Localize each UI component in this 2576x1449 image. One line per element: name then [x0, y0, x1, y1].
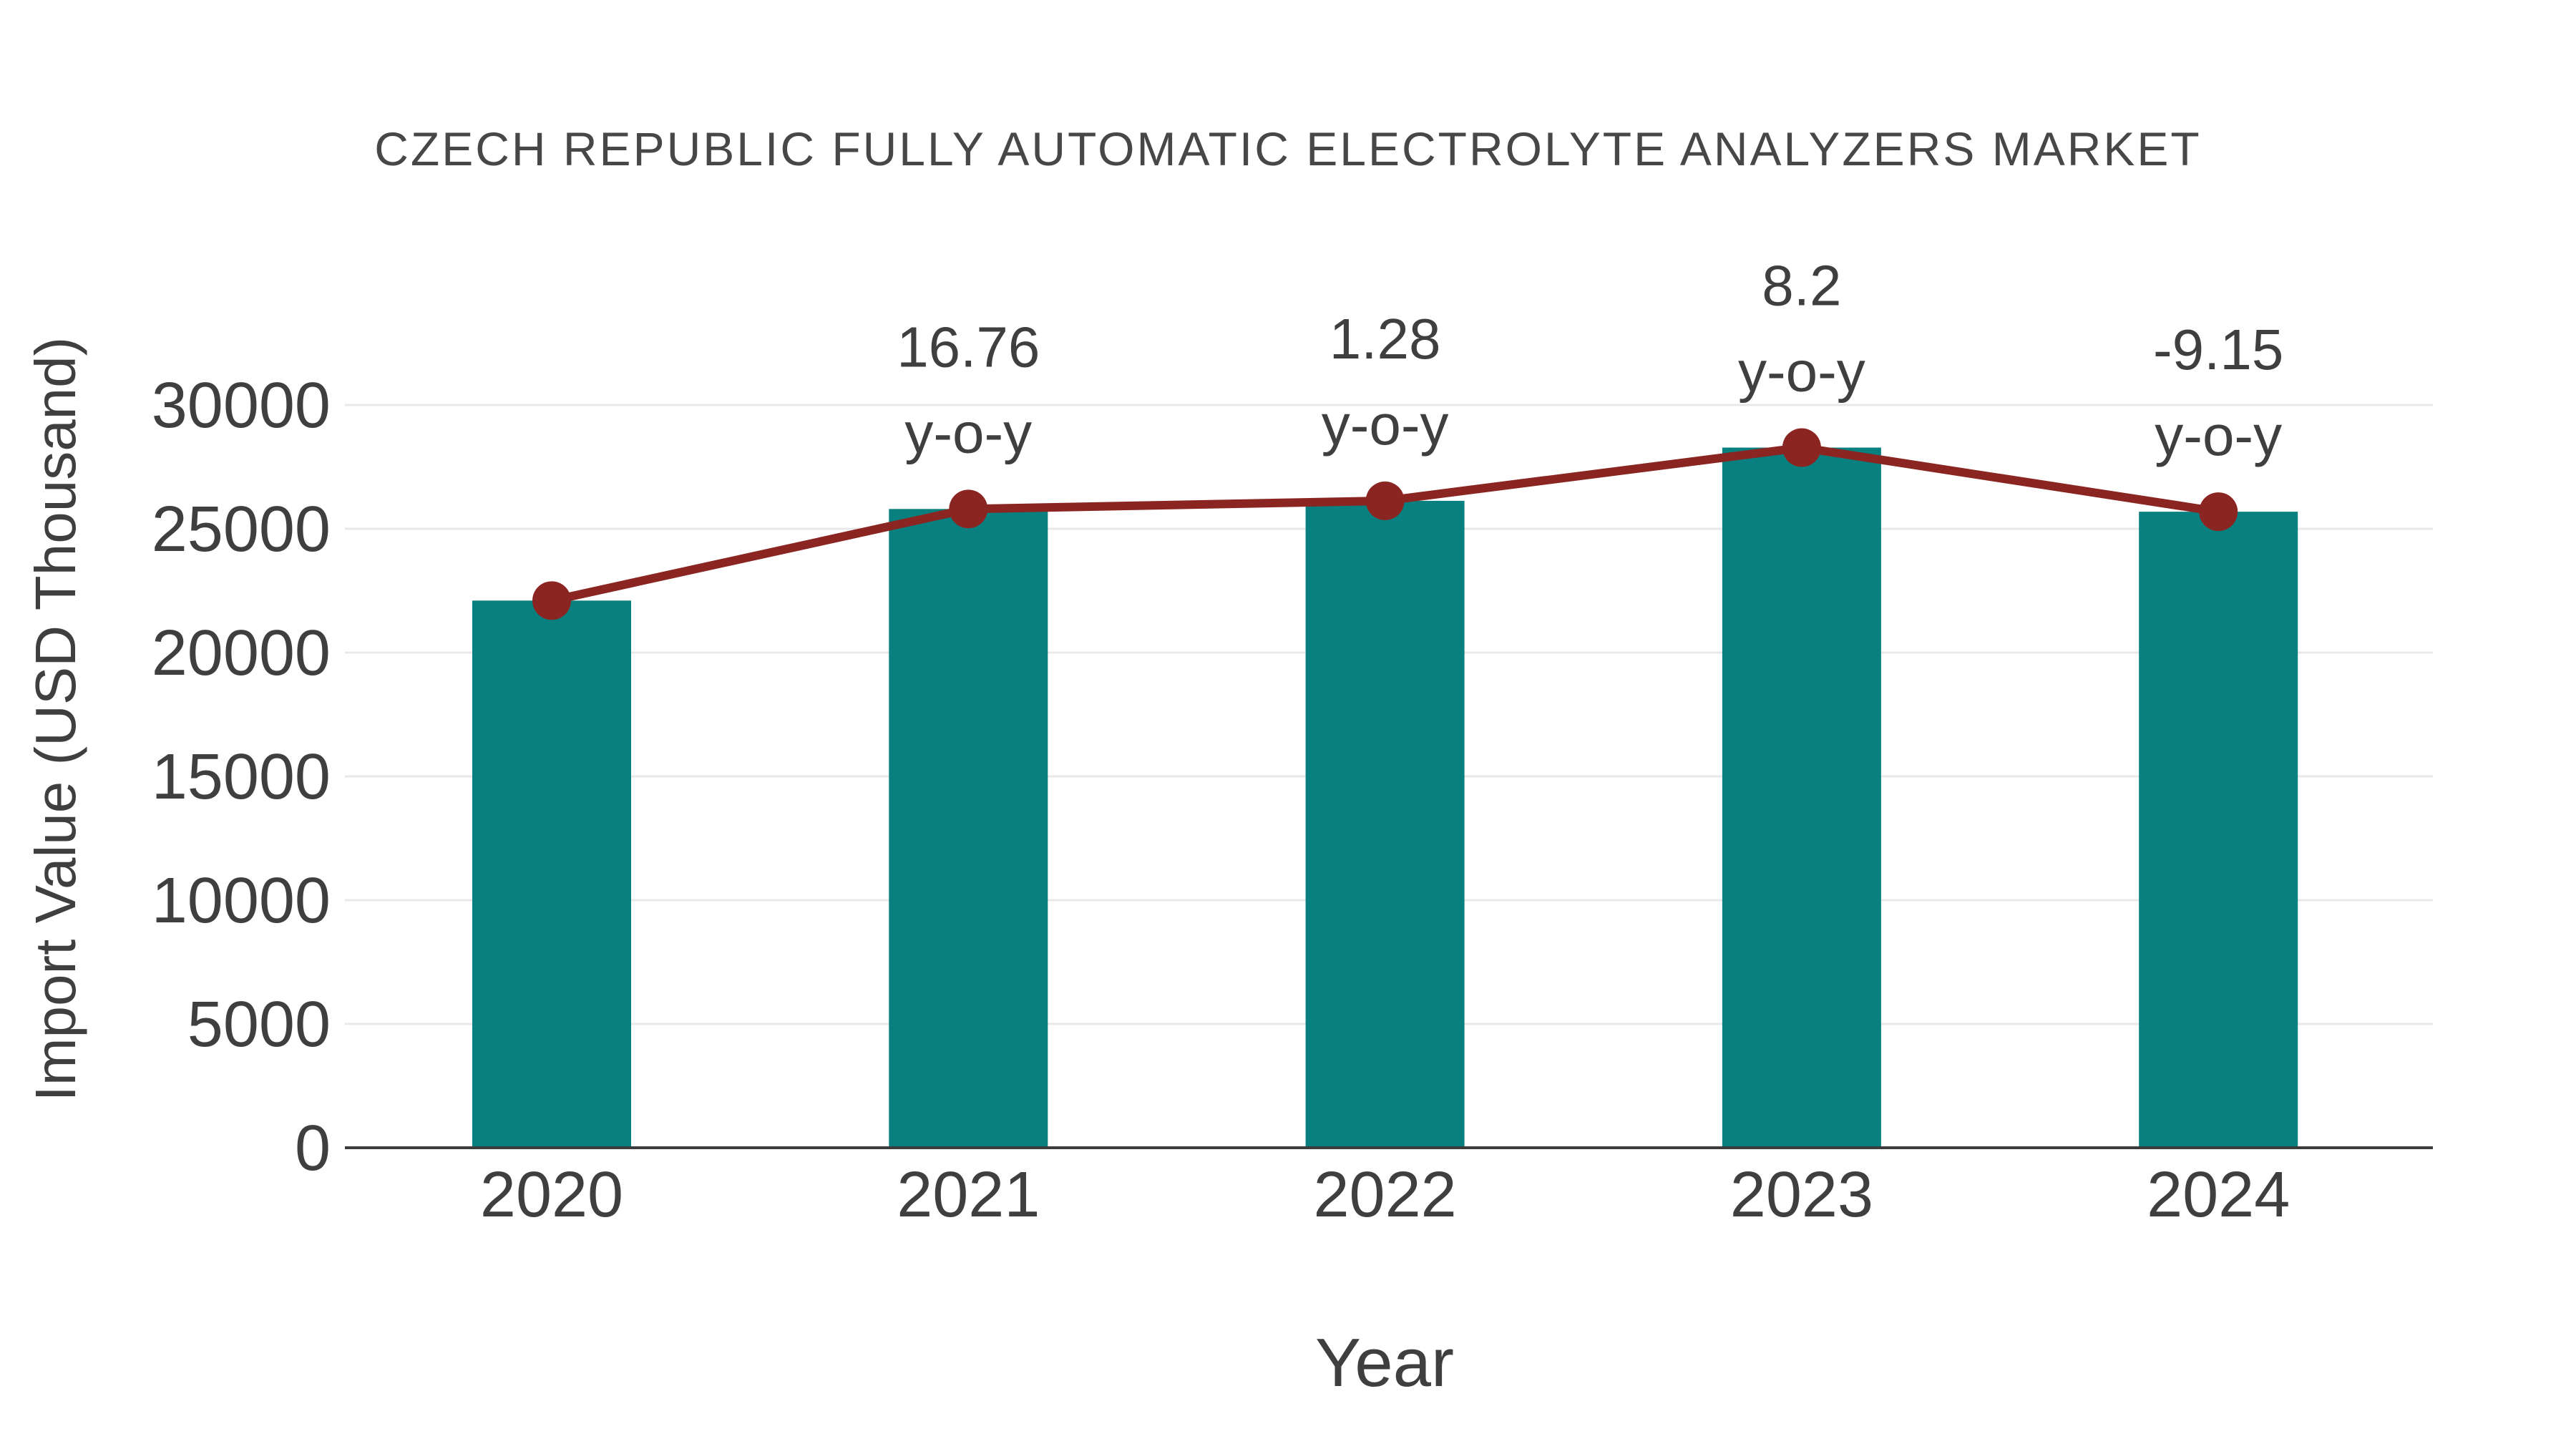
- bar-2020: [472, 600, 631, 1148]
- chart-title: CZECH REPUBLIC FULLY AUTOMATIC ELECTROLY…: [374, 122, 2202, 175]
- annotation-value-2024: -9.15: [2153, 318, 2283, 381]
- y-tick-label-5000: 5000: [187, 989, 331, 1060]
- annotation-value-2023: 8.2: [1762, 254, 1841, 318]
- trend-marker-2024: [2199, 492, 2238, 532]
- bar-2023: [1722, 447, 1881, 1148]
- annotation-value-2022: 1.28: [1330, 307, 1441, 371]
- y-tick-label-0: 0: [295, 1113, 331, 1184]
- x-axis-title: Year: [1315, 1324, 1454, 1401]
- trend-marker-2023: [1782, 428, 1821, 467]
- y-tick-label-25000: 25000: [152, 494, 331, 565]
- annotation-suffix-2023: y-o-y: [1738, 340, 1865, 404]
- annotation-suffix-2021: y-o-y: [904, 401, 1032, 464]
- y-tick-label-15000: 15000: [152, 741, 331, 813]
- trend-marker-2020: [532, 581, 571, 620]
- y-tick-label-20000: 20000: [152, 618, 331, 689]
- annotation-suffix-2024: y-o-y: [2155, 404, 2282, 467]
- x-tick-label-2023: 2023: [1730, 1159, 1873, 1231]
- x-tick-label-2022: 2022: [1313, 1159, 1456, 1231]
- annotation-suffix-2022: y-o-y: [1322, 393, 1449, 457]
- x-tick-label-2024: 2024: [2147, 1159, 2290, 1231]
- x-tick-label-2021: 2021: [897, 1159, 1040, 1231]
- trend-marker-2022: [1365, 481, 1405, 520]
- x-tick-label-2020: 2020: [480, 1159, 623, 1231]
- bar-2021: [889, 509, 1048, 1148]
- annotation-value-2021: 16.76: [897, 315, 1040, 379]
- bar-2022: [1305, 500, 1465, 1148]
- trend-marker-2021: [949, 489, 988, 529]
- y-tick-label-30000: 30000: [152, 370, 331, 441]
- bar-2024: [2139, 512, 2298, 1148]
- y-tick-label-10000: 10000: [152, 865, 331, 937]
